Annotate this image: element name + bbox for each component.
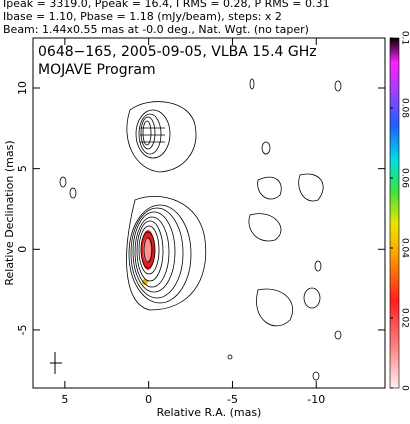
colorbar — [389, 37, 400, 389]
core-fill — [143, 238, 151, 262]
colorbar-tick-label: 0.02 — [400, 308, 410, 328]
header-line: Beam: 1.44x0.55 mas at -0.0 deg., Nat. W… — [3, 23, 309, 36]
y-tick-label: -5 — [16, 324, 29, 335]
chart-subtitle: MOJAVE Program — [38, 62, 156, 78]
y-axis-label: Relative Declination (mas) — [3, 140, 16, 285]
contours — [59, 78, 342, 381]
x-axis-label: Relative R.A. (mas) — [157, 406, 262, 419]
colorbar-tick-label: 0 — [400, 385, 410, 391]
y-tick-label: 10 — [16, 81, 29, 95]
y-tick-label: 0 — [16, 246, 29, 253]
x-tick-label: -10 — [307, 393, 325, 406]
beam-marker — [50, 352, 62, 374]
x-tick-label: 5 — [61, 393, 68, 406]
x-tick-label: 0 — [145, 393, 152, 406]
plot-frame — [32, 37, 386, 389]
y-tick-label: 5 — [16, 165, 29, 172]
chart-title: 0648−165, 2005-09-05, VLBA 15.4 GHz — [38, 44, 317, 60]
header-line: Ibase = 1.10, Pbase = 1.18 (mJy/beam), s… — [3, 10, 282, 23]
colorbar-tick-label: 0.08 — [400, 98, 410, 118]
colorbar-tick-label: 0.1 — [400, 31, 410, 45]
colorbar-tick-label: 0.04 — [400, 238, 410, 258]
x-tick-label: -5 — [227, 393, 238, 406]
colorbar-tick-label: 0.06 — [400, 168, 410, 188]
header-line: Ipeak = 3319.0, Ppeak = 16.4, I RMS = 0.… — [3, 0, 330, 10]
core-fill — [142, 279, 148, 285]
